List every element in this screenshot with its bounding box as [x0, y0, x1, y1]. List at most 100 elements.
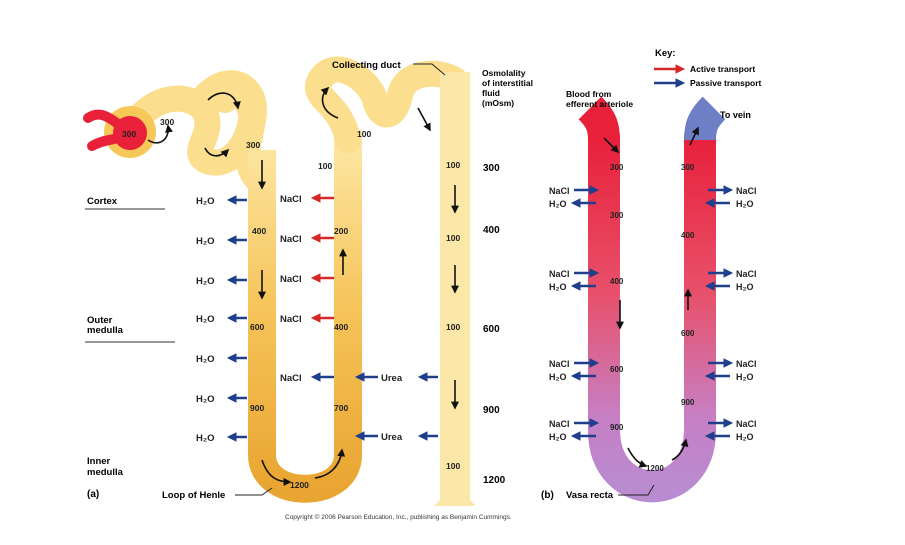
pct-value: 300 [246, 140, 260, 150]
svg-text:H₂O: H₂O [196, 196, 214, 207]
asc-value-1: 700 [334, 403, 348, 413]
vasa-flow-arrows [603, 126, 699, 468]
svg-text:NaCl: NaCl [280, 234, 302, 245]
osm-header-1: Osmolality [482, 68, 526, 78]
svg-text:NaCl: NaCl [280, 194, 302, 205]
blue-value-3: 600 [681, 329, 695, 338]
osm-1200: 1200 [483, 475, 506, 486]
nacl-active-arrow: NaCl [280, 313, 334, 325]
key-active-arrow [654, 64, 686, 74]
desc-value-1: 400 [252, 226, 266, 236]
key-passive-label: Passive transport [690, 78, 762, 88]
vasa-left-pair: NaCl H₂O [549, 268, 600, 292]
nacl-active-arrow: NaCl [280, 233, 334, 245]
duct-value-1: 100 [446, 160, 460, 170]
vasa-left-pair: NaCl H₂O [549, 418, 600, 442]
h2o-arrow: H₂O [196, 313, 247, 325]
red-value-2: 300 [610, 211, 624, 220]
zone-inner-1: Inner [87, 456, 111, 467]
copyright-note: Copyright © 2006 Pearson Education, Inc.… [285, 513, 512, 521]
nacl-active-arrows: NaCl NaCl NaCl NaCl [280, 193, 334, 325]
h2o-arrow: H₂O [196, 195, 247, 207]
asc-value-2: 400 [334, 322, 348, 332]
h2o-arrow: H₂O [196, 432, 247, 444]
blue-value-2: 400 [681, 231, 695, 240]
vasa-bottom-value: 1200 [646, 464, 664, 473]
glomerulus-value: 300 [122, 129, 136, 139]
svg-text:NaCl: NaCl [280, 373, 302, 384]
h2o-arrow: H₂O [196, 235, 247, 247]
loop-leader [235, 487, 273, 496]
key-title: Key: [655, 48, 676, 59]
duct-value-4: 100 [446, 461, 460, 471]
desc-value-3: 900 [250, 403, 264, 413]
panel-b-labels: Blood from efferent arteriole To vein (b… [541, 89, 751, 501]
vasa-right-pair: NaCl H₂O [704, 268, 757, 292]
osm-header-4: (mOsm) [482, 98, 514, 108]
svg-text:H₂O: H₂O [736, 432, 754, 442]
loop-of-henle-label: Loop of Henle [162, 490, 225, 501]
blood-from-2: efferent arteriole [566, 99, 633, 109]
zone-inner-2: medulla [87, 467, 124, 478]
svg-text:H₂O: H₂O [196, 394, 214, 405]
panel-a-label: (a) [87, 489, 99, 500]
svg-text:H₂O: H₂O [196, 236, 214, 247]
svg-text:H₂O: H₂O [736, 372, 754, 382]
svg-text:Urea: Urea [381, 432, 403, 443]
svg-text:NaCl: NaCl [549, 359, 570, 369]
svg-text:NaCl: NaCl [736, 269, 757, 279]
red-value-3: 400 [610, 277, 624, 286]
to-vein-label: To vein [720, 110, 751, 120]
svg-text:NaCl: NaCl [549, 186, 570, 196]
svg-text:Urea: Urea [381, 373, 403, 384]
zone-labels: Cortex Outer medulla Inner medulla (a) [85, 196, 175, 500]
h2o-arrows-left: H₂O H₂O H₂O H₂O H₂O H₂O H₂O [196, 195, 247, 444]
svg-text:H₂O: H₂O [549, 432, 567, 442]
blue-value-4: 900 [681, 398, 695, 407]
svg-text:H₂O: H₂O [736, 282, 754, 292]
vasa-recta [578, 96, 726, 503]
zone-cortex: Cortex [87, 196, 118, 207]
collecting-duct-label: Collecting duct [332, 60, 401, 71]
h2o-arrow: H₂O [196, 353, 247, 365]
svg-text:H₂O: H₂O [196, 354, 214, 365]
vasa-left-pair: NaCl H₂O [549, 185, 600, 209]
collecting-duct-leader [413, 63, 446, 76]
vasa-left-exchange: NaCl H₂O NaCl H₂O NaCl H₂O NaCl H₂O [549, 185, 600, 442]
blood-from-1: Blood from [566, 89, 612, 99]
duct-value-2: 100 [446, 233, 460, 243]
svg-text:H₂O: H₂O [196, 433, 214, 444]
vasa-leader [618, 484, 655, 496]
key-legend: Key: Active transport Passive transport [654, 48, 762, 88]
key-active-label: Active transport [690, 64, 755, 74]
osm-900: 900 [483, 405, 500, 416]
osm-400: 400 [483, 225, 500, 236]
nacl-passive-arrow-a: NaCl [280, 372, 334, 384]
svg-text:H₂O: H₂O [736, 199, 754, 209]
flow-arrows-nephron [147, 86, 459, 486]
desc-value-2: 600 [250, 322, 264, 332]
svg-text:NaCl: NaCl [736, 419, 757, 429]
svg-text:NaCl: NaCl [280, 314, 302, 325]
svg-text:NaCl: NaCl [549, 269, 570, 279]
svg-text:H₂O: H₂O [549, 199, 567, 209]
nephron-tubule [83, 56, 476, 506]
panel-b-label: (b) [541, 490, 554, 501]
vasa-right-exchange: NaCl H₂O NaCl H₂O NaCl H₂O NaCl H₂O [704, 185, 757, 442]
blue-value-1: 300 [681, 163, 695, 172]
svg-text:H₂O: H₂O [196, 276, 214, 287]
capsule-value: 300 [160, 117, 174, 127]
osm-header-2: of interstitial [482, 78, 533, 88]
vasa-values: 300 300 400 600 900 300 400 600 900 1200 [610, 163, 695, 473]
osmolality-scale: Osmolality of interstitial fluid (mOsm) … [482, 68, 533, 486]
structure-labels: Collecting duct Loop of Henle [162, 60, 446, 501]
osm-600: 600 [483, 324, 500, 335]
svg-text:H₂O: H₂O [549, 282, 567, 292]
red-value-5: 900 [610, 423, 624, 432]
asc-value-3: 200 [334, 226, 348, 236]
svg-text:H₂O: H₂O [549, 372, 567, 382]
zone-outer-2: medulla [87, 325, 124, 336]
vasa-right-pair: NaCl H₂O [704, 418, 757, 442]
